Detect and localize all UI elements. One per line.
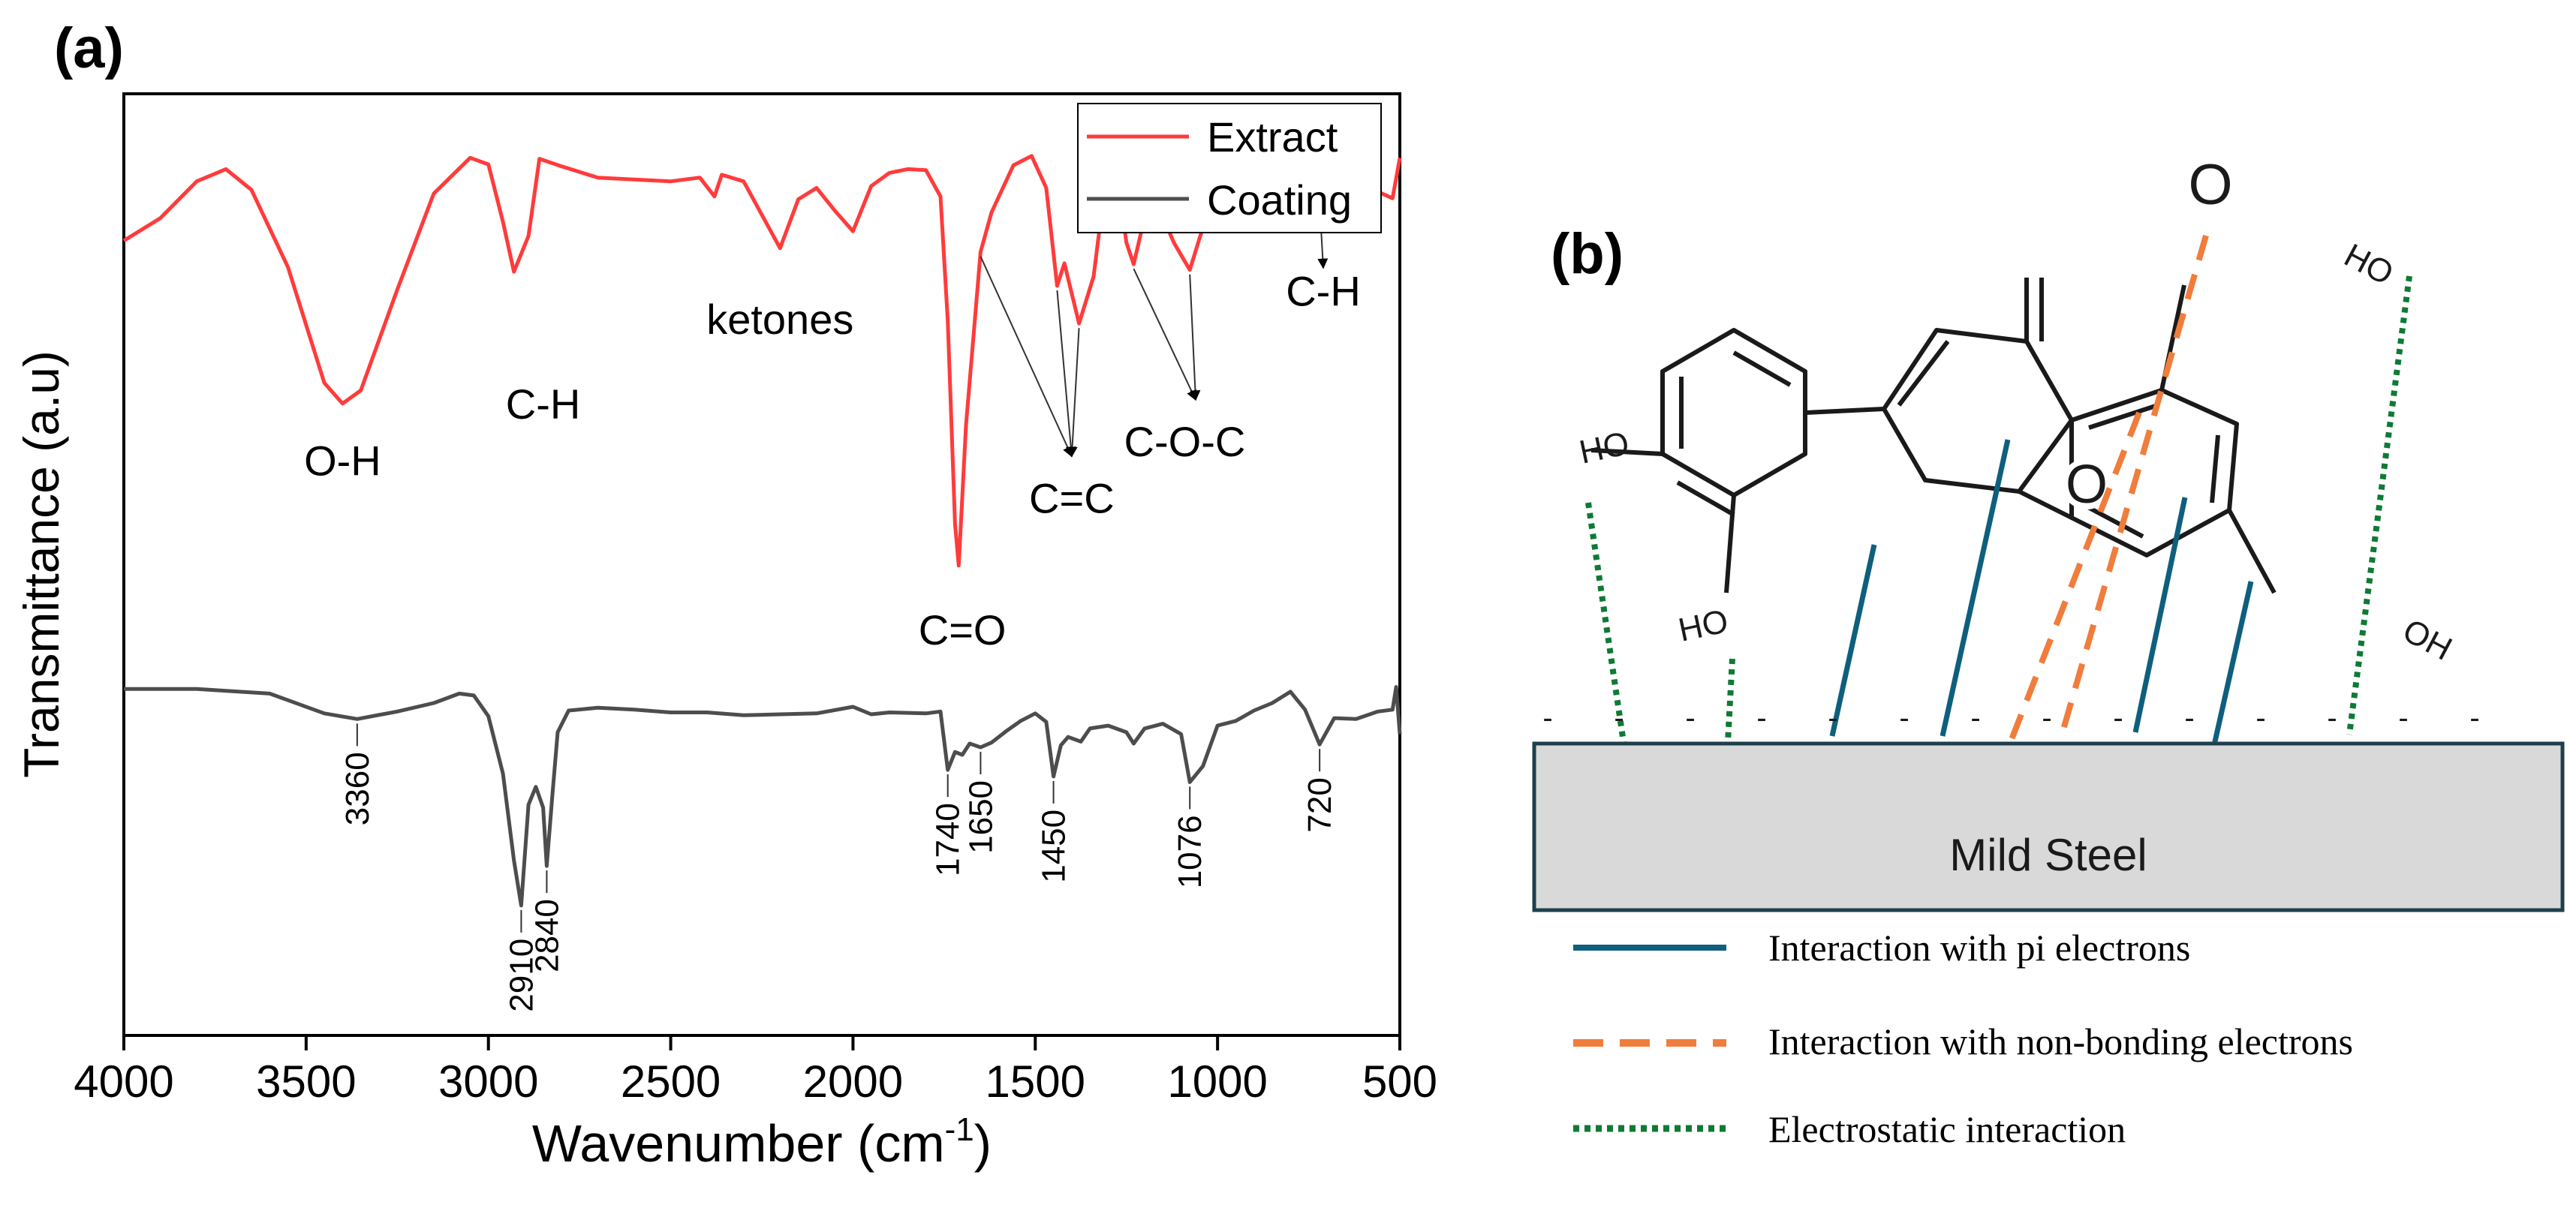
electrostatic-line-2 [1725, 658, 1735, 743]
annotation-label: C=O [919, 606, 1007, 654]
negative-charge: - [1970, 702, 1980, 735]
peak-label: 1450 [1036, 810, 1073, 883]
flavonoid-molecule [1590, 278, 2277, 594]
x-tick-label: 2000 [803, 1056, 903, 1107]
surface-negative-charges: -------------- [1542, 702, 2479, 735]
y-axis-title: Transmittance (a.u) [14, 350, 69, 778]
bond-double-6 [2210, 434, 2220, 503]
x-axis-ticks: 4000 3500 3000 2500 2000 1500 1000 500 [74, 1035, 1437, 1107]
negative-charge: - [2184, 702, 2194, 735]
annotation-arrow [1056, 290, 1076, 458]
annotation-label: C=C [1029, 474, 1115, 521]
bond-ho-left [1590, 448, 1663, 456]
panel-b-label: (b) [1551, 222, 1624, 286]
negative-charge: - [2327, 702, 2337, 735]
x-tick-label: 1500 [986, 1056, 1085, 1107]
negative-charge: - [2398, 702, 2408, 735]
peak-label: 2910 [503, 939, 540, 1012]
annotation-label: C-H [1286, 267, 1361, 314]
bond-double-7 [2085, 504, 2144, 539]
annotation-arrow [1067, 328, 1080, 458]
bond-double-2 [1732, 350, 1792, 387]
peak-label: 1076 [1172, 815, 1208, 888]
bond-ring-join [2018, 489, 2073, 520]
x-tick-label: 4000 [74, 1056, 173, 1107]
nonbonding-line-1 [2057, 234, 2209, 741]
legend-pi-label: Interaction with pi electrons [1768, 927, 2190, 969]
oh-right-label: OH [2397, 612, 2457, 668]
annotation-label: O-H [304, 437, 381, 484]
negative-charge: - [1828, 702, 1837, 735]
x-axis-title: Wavenumber (cm-1) [532, 1111, 992, 1173]
ring-o-backing [2061, 458, 2112, 509]
ho-left-label: HO [1576, 425, 1633, 471]
mild-steel-label: Mild Steel [1949, 830, 2147, 880]
negative-charge: - [1756, 702, 1766, 735]
negative-charge: - [1614, 702, 1624, 735]
peak-label: 2840 [528, 899, 565, 972]
pi-interactions [1829, 439, 2254, 762]
negative-charge: - [2042, 702, 2051, 735]
negative-charge: - [2469, 702, 2479, 735]
legend-nonbonding-label: Interaction with non-bonding electrons [1768, 1020, 2353, 1062]
legend-electrostatic-label: Electrostatic interaction [1768, 1108, 2126, 1150]
ho-top-label: HO [2338, 237, 2399, 293]
plot-frame [122, 92, 1401, 1037]
negative-charge: - [1542, 702, 1552, 735]
pi-line-3 [2132, 497, 2188, 733]
series-line-extract [122, 154, 1402, 568]
annotation-arrow [980, 256, 1073, 458]
annotation-arrow [1133, 268, 1196, 401]
x-tick-label: 1000 [1167, 1056, 1267, 1107]
pi-line-2 [1940, 439, 2011, 737]
negative-charge: - [1899, 702, 1909, 735]
mild-steel-surface [1532, 741, 2565, 912]
pi-line-4 [2207, 581, 2254, 762]
series-line-coating [124, 685, 1402, 908]
electrostatic-interactions [1585, 275, 2412, 748]
carbonyl-oxygen: O [2188, 153, 2232, 217]
legend-label-extract: Extract [1207, 113, 1338, 161]
bond-oh-right [2227, 509, 2277, 594]
bond-ring-link [1804, 407, 1885, 415]
adsorption-diagram: O O HO HO HO OH -------------- +++++++++… [1532, 153, 2565, 1150]
annotation-label: C-O-C [1124, 418, 1246, 465]
series-layer [122, 154, 1402, 908]
annotation-label: ketones [706, 296, 853, 343]
chart-legend: Extract Coating [1077, 103, 1382, 233]
annotation-arrow [1189, 274, 1201, 401]
nonbonding-interactions [2008, 234, 2209, 743]
legend-label-coating: Coating [1207, 176, 1352, 224]
legend-box [1077, 103, 1382, 233]
peak-label: 1650 [962, 780, 999, 854]
ho-lower-label: HO [1675, 602, 1732, 649]
carbonyl-o-backing [2183, 159, 2237, 213]
x-tick-label: 3000 [438, 1056, 538, 1107]
ring-pyranone [1882, 328, 2074, 494]
bond-double-4 [1897, 340, 1950, 407]
bond-ho-lower [1724, 494, 1736, 593]
peak-label: 720 [1302, 777, 1338, 832]
x-tick-label: 500 [1362, 1056, 1437, 1107]
negative-charge: - [2113, 702, 2123, 735]
electrostatic-line-3 [2346, 275, 2412, 735]
annotation-label: C-H [506, 380, 581, 428]
peak-label: 3360 [339, 752, 376, 825]
diagram-legend: Interaction with pi electrons Interactio… [1573, 927, 2353, 1150]
ftir-chart: 4000 3500 3000 2500 2000 1500 1000 500 O-H C-H ke… [14, 92, 1437, 1173]
bond-double-5 [2088, 403, 2159, 430]
peak-label: 1740 [930, 803, 967, 876]
nonbonding-line-2 [2008, 411, 2142, 743]
x-tick-label: 3500 [256, 1056, 356, 1107]
negative-charge: - [2256, 702, 2265, 735]
x-tick-label: 2500 [621, 1056, 721, 1107]
negative-charge: - [1685, 702, 1695, 735]
panel-a-label: (a) [54, 17, 124, 80]
pi-line-1 [1829, 544, 1877, 737]
bond-double-3 [1676, 480, 1735, 517]
